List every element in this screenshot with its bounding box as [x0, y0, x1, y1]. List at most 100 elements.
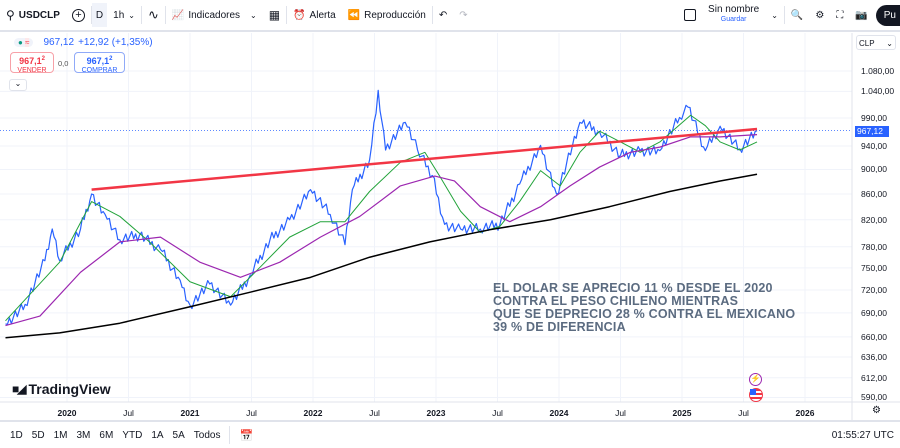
rewind-icon: ⏪: [347, 9, 361, 21]
price-tick-label: 690,00: [861, 307, 887, 318]
price-tick-label: 720,00: [861, 284, 887, 295]
grid-icon: ▦: [268, 8, 281, 22]
symbol-search[interactable]: ⚲ USDCLP: [6, 8, 60, 22]
range-button-5d[interactable]: 5D: [31, 429, 45, 441]
camera-icon: 📷: [855, 9, 868, 21]
time-tick-label: 2026: [795, 408, 815, 418]
divider: [229, 426, 231, 444]
range-button-ytd[interactable]: YTD: [122, 429, 143, 441]
spread: 0,0: [58, 59, 69, 68]
collapse-legend-button[interactable]: ⌄: [9, 79, 27, 91]
price-tick-label: 820,00: [861, 214, 887, 225]
annotation-line: 39 % DE DIFERENCIA: [493, 320, 626, 334]
redo-button[interactable]: ↷: [453, 3, 473, 27]
price-tick-label: 612,00: [861, 372, 887, 383]
range-button-1d[interactable]: 1D: [10, 429, 23, 441]
plus-circle-icon: +: [71, 8, 85, 22]
search-icon: ⚲: [6, 8, 15, 22]
time-tick-label: 2024: [549, 408, 569, 418]
interval-d-button[interactable]: D: [91, 3, 108, 27]
templates-button[interactable]: ▦: [263, 3, 286, 27]
replay-button[interactable]: ⏪ Reproducción: [342, 3, 432, 27]
series-trend-line: [91, 127, 758, 191]
indicators-label: Indicadores: [188, 9, 241, 21]
layout-name: Sin nombre: [708, 4, 760, 15]
chevron-down-icon: ⌄: [14, 79, 22, 88]
range-button-3m[interactable]: 3M: [76, 429, 91, 441]
time-tick-label: Jul: [738, 408, 749, 418]
gear-icon: ⚙: [872, 405, 881, 416]
divider: [90, 6, 92, 24]
price-chart[interactable]: [0, 33, 900, 420]
buy-button[interactable]: 967,12 COMPRAR: [74, 52, 125, 74]
undo-icon: ↶: [438, 9, 448, 21]
divider: [286, 6, 288, 24]
range-button-todos[interactable]: Todos: [193, 429, 221, 441]
price-tick-label: 860,00: [861, 189, 887, 199]
screenshot-button[interactable]: 📷: [849, 3, 873, 27]
chevron-down-icon: ⌄: [250, 10, 257, 20]
delayed-icon: ≈: [25, 38, 30, 47]
price-tick-label: 636,00: [861, 351, 887, 362]
time-tick-label: Jul: [123, 408, 134, 418]
line-chart-icon: ∿: [147, 7, 159, 22]
settings-button[interactable]: ⚙: [809, 3, 830, 27]
alert-button[interactable]: ⏰ Alerta: [287, 3, 342, 27]
indicators-button[interactable]: 📈 Indicadores ⌄: [166, 3, 263, 27]
chevron-down-icon: ⌄: [886, 39, 893, 48]
time-tick-label: Jul: [246, 408, 257, 418]
chart-type-button[interactable]: ∿: [142, 3, 165, 27]
time-tick-label: 2023: [426, 408, 446, 418]
legend-change: +12,92 (+1,35%): [78, 37, 153, 48]
annotation-line: EL DOLAR SE APRECIO 11 % DESDE EL 2020: [493, 281, 773, 295]
range-button-6m[interactable]: 6M: [99, 429, 114, 441]
quick-search-button[interactable]: 🔍: [785, 3, 809, 27]
time-tick-label: Jul: [615, 408, 626, 418]
time-tick-label: 2021: [180, 408, 200, 418]
current-price-label: 967,12: [855, 126, 889, 137]
compare-button[interactable]: +: [66, 3, 91, 27]
us-flag-event-icon[interactable]: [749, 388, 763, 402]
axis-settings-button[interactable]: ⚙: [872, 405, 881, 416]
lightning-event-icon[interactable]: ⚡: [749, 373, 762, 386]
range-button-5a[interactable]: 5A: [172, 429, 185, 441]
range-buttons: 1D 5D 1M 3M 6M YTD 1A 5A Todos: [10, 430, 220, 441]
interval-1h-button[interactable]: 1h ⌄: [107, 3, 141, 27]
save-link[interactable]: Guardar: [720, 16, 747, 23]
tv-logo-icon: ■◢: [12, 382, 27, 396]
alarm-clock-icon: ⏰: [293, 9, 306, 21]
price-tick-label: 590,00: [861, 392, 887, 403]
series-ma-long: [5, 173, 758, 339]
divider: [783, 6, 785, 24]
status-icons[interactable]: ● ≈: [14, 38, 34, 47]
price-tick-label: 1.040,00: [861, 86, 895, 97]
price-tick-label: 940,00: [861, 140, 887, 151]
price-tick-label: 990,00: [861, 112, 887, 123]
series-ma-short: [5, 114, 758, 322]
series-usdclp: [5, 89, 758, 325]
fullscreen-button[interactable]: ⛶: [830, 3, 849, 27]
divider: [431, 6, 433, 24]
interval-label: 1h: [113, 9, 125, 21]
alert-label: Alerta: [309, 9, 336, 21]
gear-icon: ⚙: [815, 9, 825, 21]
buy-price-sup: 2: [109, 56, 113, 62]
undo-button[interactable]: ↶: [433, 3, 453, 27]
tradingview-logo[interactable]: ■◢ TradingView: [12, 381, 111, 397]
chart-annotation[interactable]: EL DOLAR SE APRECIO 11 % DESDE EL 2020 C…: [493, 282, 795, 334]
sell-button[interactable]: 967,12 VENDER: [10, 52, 54, 74]
time-tick-label: 2025: [672, 408, 692, 418]
price-tick-label: 660,00: [861, 331, 887, 342]
chevron-down-icon: ⌄: [128, 10, 135, 20]
date-range-calendar-icon[interactable]: 📅: [239, 429, 254, 442]
range-button-1a[interactable]: 1A: [151, 429, 164, 441]
legend-price: 967,12: [43, 37, 75, 48]
bottom-toolbar: 1D 5D 1M 3M 6M YTD 1A 5A Todos 📅 01:55:27 UTC: [0, 420, 900, 448]
magnifier-icon: 🔍: [790, 9, 804, 21]
range-button-1m[interactable]: 1M: [53, 429, 68, 441]
clock[interactable]: 01:55:27 UTC: [831, 429, 894, 441]
layout-button[interactable]: Sin nombre Guardar ⌄: [678, 3, 784, 27]
currency-select[interactable]: CLP ⌄: [856, 35, 896, 50]
market-open-dot-icon: ●: [18, 38, 23, 47]
publish-button[interactable]: Pu: [875, 4, 900, 26]
